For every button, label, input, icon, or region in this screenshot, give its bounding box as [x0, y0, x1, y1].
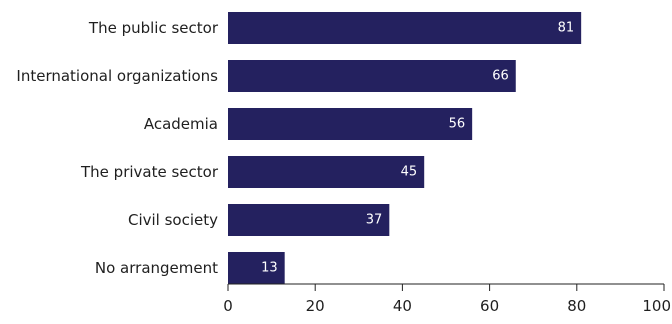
bar [228, 204, 390, 236]
x-tick-label: 60 [480, 297, 499, 315]
category-label: The public sector [88, 19, 219, 37]
x-tick-label: 80 [567, 297, 586, 315]
bar [228, 60, 516, 92]
x-tick-label: 40 [393, 297, 412, 315]
data-label: 13 [261, 261, 278, 276]
data-label: 66 [492, 69, 509, 84]
x-tick-label: 20 [306, 297, 325, 315]
bar [228, 156, 425, 188]
category-label: International organizations [16, 67, 218, 85]
x-axis: 0 20 40 60 80 100 [223, 283, 671, 315]
category-label: Academia [144, 115, 218, 133]
data-label: 81 [558, 21, 575, 36]
bar [228, 108, 473, 140]
data-label: 37 [366, 213, 383, 228]
x-tick-label: 100 [642, 297, 671, 315]
data-label: 45 [401, 165, 418, 180]
category-label: Civil society [128, 211, 218, 229]
bar [228, 252, 285, 284]
category-label: The private sector [80, 163, 219, 181]
data-label: 56 [449, 117, 466, 132]
bars-layer: The public sector 81 International organiz… [16, 12, 582, 284]
category-label: No arrangement [95, 259, 218, 277]
x-tick-label: 0 [223, 297, 233, 315]
bar [228, 12, 582, 44]
